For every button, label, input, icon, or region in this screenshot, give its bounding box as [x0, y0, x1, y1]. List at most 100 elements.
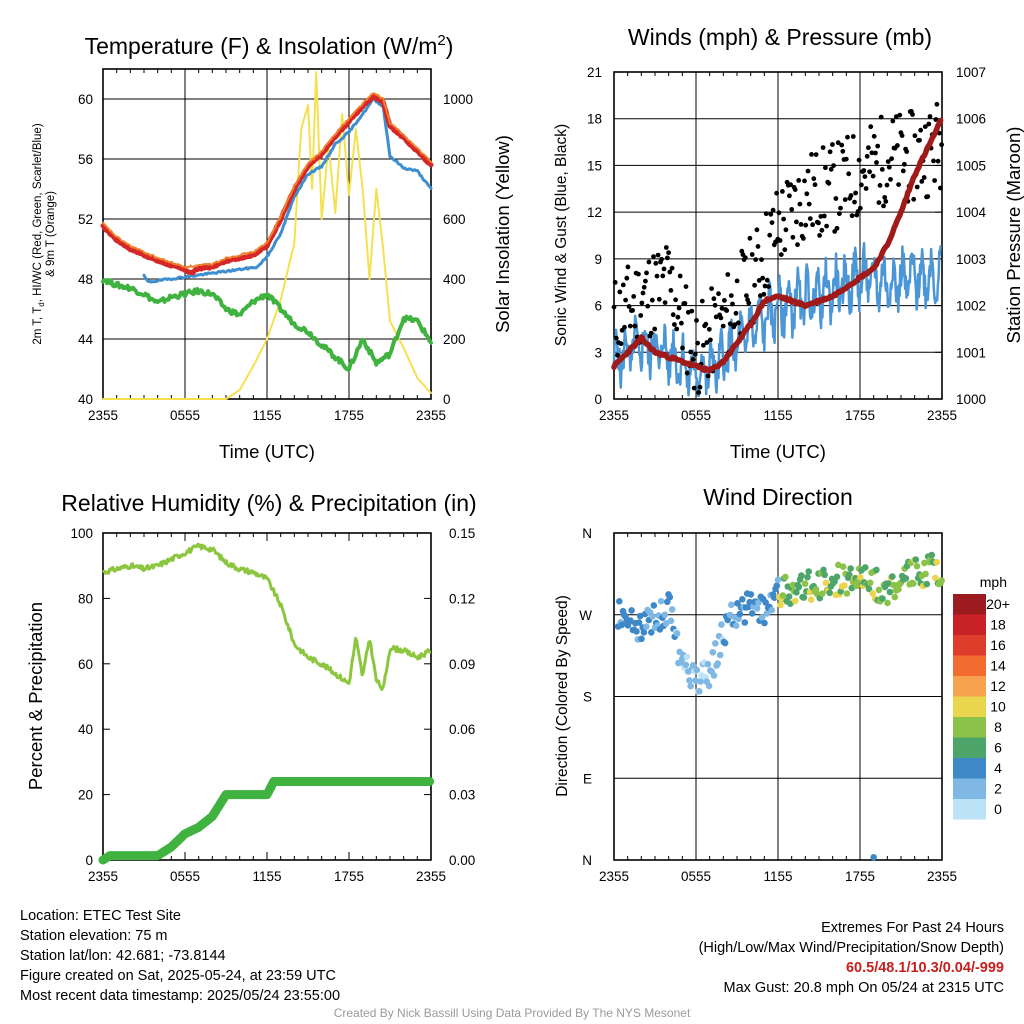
- gust-dot: [871, 133, 877, 139]
- gust-dot: [720, 323, 726, 329]
- x-tick-label: 1755: [334, 408, 364, 423]
- direction-dot: [857, 573, 864, 581]
- gust-dot: [878, 114, 884, 120]
- gust-dot: [652, 326, 658, 332]
- extremes-info: Extremes For Past 24 Hours (High/Low/Max…: [699, 918, 1004, 998]
- x-tick-label: 2355: [416, 869, 446, 884]
- gust-dot: [662, 300, 668, 305]
- gust-dot: [820, 145, 826, 151]
- direction-dot: [714, 660, 721, 667]
- direction-dot: [922, 570, 929, 578]
- direction-dot: [747, 591, 755, 598]
- y-tick-label: 44: [78, 332, 94, 347]
- gust-dot: [679, 320, 684, 326]
- gust-dot: [651, 254, 656, 259]
- gust-dot: [653, 260, 659, 266]
- gust-dot: [919, 179, 925, 184]
- panel-title: Winds (mph) & Pressure (mb): [628, 24, 932, 50]
- gust-dot: [918, 127, 924, 133]
- direction-dot: [853, 582, 860, 590]
- gust-dot: [846, 171, 852, 177]
- direction-dot: [686, 677, 693, 684]
- direction-dot: [879, 595, 886, 602]
- gust-dot: [910, 112, 915, 117]
- y-tick-label: S: [583, 690, 592, 705]
- direction-dot: [689, 662, 697, 669]
- x-tick-label: 1155: [763, 408, 792, 423]
- gust-dot: [853, 190, 858, 196]
- direction-dot: [636, 612, 644, 620]
- gust-dot: [810, 222, 815, 228]
- direction-dot: [734, 600, 741, 607]
- gust-dot: [795, 242, 800, 248]
- gust-dot: [809, 152, 814, 157]
- gust-dot: [697, 384, 703, 390]
- gust-dot: [752, 282, 757, 288]
- y2-tick-label: 1001: [956, 345, 986, 360]
- direction-dot: [748, 610, 756, 617]
- gust-dot: [811, 176, 817, 182]
- direction-dot: [912, 556, 920, 563]
- direction-dot: [763, 610, 771, 617]
- gust-dot: [922, 124, 928, 129]
- direction-dot: [807, 596, 815, 603]
- figure-created: Figure created on Sat, 2025-05-24, at 23…: [20, 968, 336, 984]
- gust-dot: [933, 117, 939, 122]
- gust-dot: [694, 318, 699, 323]
- x-tick-label: 0555: [170, 408, 200, 423]
- gust-dot: [709, 286, 714, 291]
- direction-dot: [789, 581, 797, 589]
- gust-dot: [632, 323, 638, 329]
- gust-dot: [931, 158, 936, 164]
- gust-dot: [833, 196, 839, 201]
- direction-dot: [657, 597, 665, 605]
- direction-dot: [667, 617, 675, 625]
- y2-tick-label: 1004: [956, 205, 987, 220]
- gust-dot: [770, 207, 776, 213]
- gust-dot: [774, 190, 779, 196]
- x-axis-label: Time (UTC): [219, 441, 315, 462]
- precipitation-line: [98, 777, 435, 865]
- direction-dot: [709, 649, 717, 656]
- gust-dot: [759, 257, 764, 262]
- y-tick-label: 20: [78, 788, 93, 803]
- gust-dot: [938, 185, 943, 191]
- gust-dot: [754, 227, 760, 233]
- y-tick-label: E: [583, 771, 592, 786]
- gust-dot: [876, 200, 882, 206]
- direction-dot: [705, 682, 713, 690]
- direction-dot: [732, 622, 740, 629]
- gust-dot: [626, 304, 632, 309]
- y-tick-label: 15: [587, 158, 602, 173]
- direction-dot: [666, 593, 674, 601]
- direction-dot: [661, 611, 669, 619]
- direction-dot: [938, 577, 945, 584]
- direction-dot: [696, 688, 703, 695]
- direction-dot: [870, 853, 877, 861]
- gust-dot: [797, 201, 803, 207]
- gust-dot: [885, 159, 891, 165]
- direction-dot: [638, 635, 645, 643]
- pressure-line: [611, 117, 944, 374]
- gust-dot: [704, 340, 710, 345]
- direction-dot: [692, 677, 699, 684]
- gust-dot: [804, 191, 810, 197]
- gust-dot: [680, 345, 685, 351]
- gust-dot: [781, 216, 786, 222]
- direction-dot: [716, 651, 724, 659]
- gust-dot: [835, 140, 841, 146]
- gust-dot: [848, 193, 854, 198]
- gust-dot: [900, 168, 906, 174]
- gust-dot: [655, 252, 661, 258]
- y-axis-label-line: , HI/WC (Red, Green, Scarlet/Blue): [32, 123, 44, 302]
- direction-dot: [736, 610, 744, 618]
- gust-dot: [812, 182, 818, 188]
- y2-tick-label: 0.12: [449, 591, 475, 606]
- gust-dot: [735, 320, 741, 326]
- gust-dot: [817, 233, 822, 238]
- direction-dot: [839, 563, 847, 570]
- y-axis-label: 2m T, Td, HI/WC (Red, Green, Scarlet/Blu…: [32, 123, 57, 344]
- gust-dot: [705, 373, 711, 379]
- direction-dot: [635, 619, 643, 626]
- gust-dot: [630, 308, 635, 313]
